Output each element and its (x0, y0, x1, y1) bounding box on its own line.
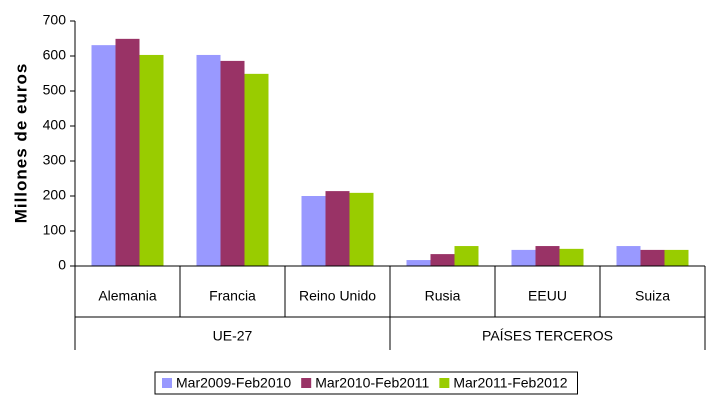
legend-label: Mar2011-Feb2012 (453, 375, 567, 391)
legend-label: Mar2009-Feb2010 (176, 375, 291, 391)
bar (115, 38, 140, 266)
y-tick-label: 200 (43, 187, 67, 203)
bar (139, 54, 164, 267)
bar (325, 191, 350, 266)
y-tick-label: 500 (43, 82, 67, 98)
x-tick-label: Reino Unido (299, 288, 376, 304)
x-tick-label: Francia (209, 288, 256, 304)
y-axis-label: Millones de euros (11, 63, 30, 224)
bar (640, 249, 665, 266)
y-tick-label: 700 (43, 12, 67, 28)
y-tick-label: 600 (43, 47, 67, 63)
bar (616, 246, 641, 266)
x-tick-label: Suiza (635, 288, 670, 304)
group-label: UE-27 (213, 328, 253, 344)
y-tick-label: 400 (43, 117, 67, 133)
bar (406, 260, 431, 266)
bar (454, 246, 479, 266)
bar (559, 248, 584, 266)
bar (301, 196, 326, 266)
bar (349, 192, 374, 266)
legend-swatch (162, 378, 172, 388)
bar (430, 254, 455, 266)
legend-label: Mar2010-Feb2011 (315, 375, 429, 391)
y-tick-label: 0 (58, 257, 66, 273)
legend-swatch (301, 378, 312, 388)
group-label: PAÍSES TERCEROS (482, 328, 613, 344)
bar (664, 249, 689, 266)
bar (196, 54, 221, 267)
legend-box (154, 371, 578, 395)
bar (244, 73, 269, 266)
x-tick-label: Rusia (425, 288, 461, 304)
x-tick-label: EEUU (528, 288, 567, 304)
bar (220, 60, 245, 267)
y-tick-label: 100 (43, 222, 67, 238)
bar (91, 45, 116, 267)
bar (511, 249, 536, 266)
x-tick-label: Alemania (98, 288, 157, 304)
bar (535, 246, 560, 266)
y-tick-label: 300 (43, 152, 67, 168)
legend-swatch (439, 378, 450, 388)
